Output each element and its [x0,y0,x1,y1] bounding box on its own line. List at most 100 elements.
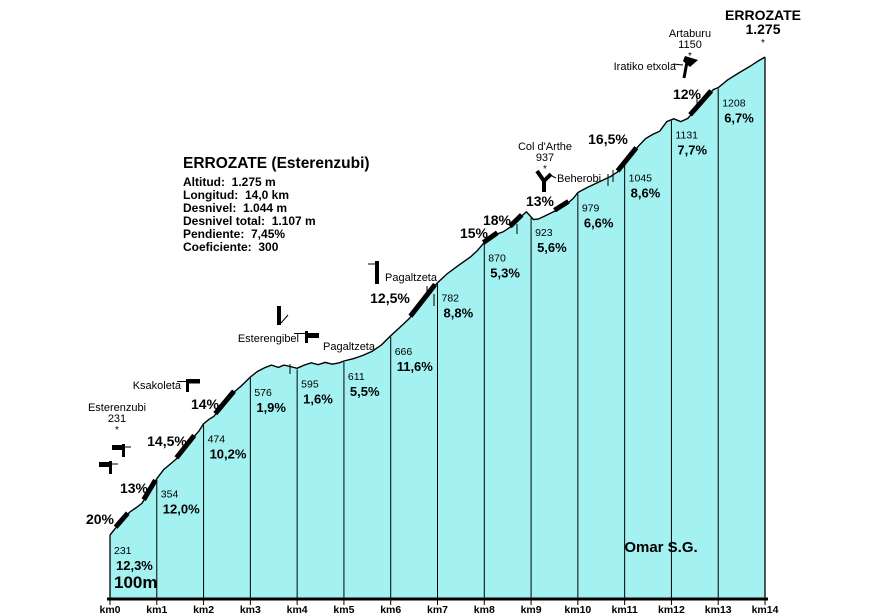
x-axis-label: km5 [333,604,354,615]
x-axis-label: km4 [287,604,308,615]
flag-left-icon [99,461,118,474]
gradient-label: 8,8% [444,306,474,321]
gradient-label: 5,5% [350,384,380,399]
summit-altitude-label: 1.275 [745,21,780,37]
landmark-label-esterenzubi: Esterenzubi [88,402,146,414]
author-signature: Omar S.G. [624,539,697,556]
landmark-label-artaburu: Artaburu [669,28,711,40]
altitude-label: 576 [254,387,272,399]
steep-mark [615,146,639,173]
landmark-label-esterenzubi: 231 [108,413,126,425]
x-axis-label: km13 [705,604,732,615]
tree-y-icon [535,169,557,192]
landmark-label-pagaltzeta-upper: Pagaltzeta [385,272,438,284]
x-axis-label: km6 [380,604,401,615]
flag-left-icon [112,444,131,457]
altitude-label: 979 [582,203,600,215]
altitude-label: 923 [535,227,553,239]
bar-tick-icon [368,261,379,284]
altitude-label: 782 [442,293,460,305]
steep-mark [508,213,524,229]
summit-marker: * [761,38,765,49]
steep-mark [481,230,499,245]
landmark-label-ksakoleta: Ksakoleta [133,380,182,392]
x-axis-label: km10 [564,604,591,615]
steep-mark [408,282,438,318]
steep-mark [688,89,714,117]
altitude-label: 474 [208,434,226,446]
flag-right-icon [177,379,200,392]
steep-gradient-label: 16,5% [588,131,628,147]
steep-mark [113,511,130,529]
x-axis-label: km8 [474,604,495,615]
steep-gradient-label: 20% [86,511,115,527]
steep-mark [213,389,236,416]
steep-gradient-label: 12% [673,86,702,102]
altitude-label: 1208 [722,98,746,110]
landmark-label-artaburu: * [688,51,692,62]
altitude-label: 354 [161,489,179,501]
steep-gradient-label: 18% [483,212,512,228]
x-axis-label: km7 [427,604,448,615]
landmark-label-col-d-arthe: 937 [536,152,554,164]
gradient-label: 10,2% [210,447,247,462]
bar-diag-icon [277,306,289,325]
steep-gradient-label: 13% [526,193,555,209]
climb-stat-0: Altitud: 1.275 m [183,175,276,189]
gradient-label: 7,7% [677,143,707,158]
gradient-label: 5,3% [490,265,520,280]
x-axis-label: km14 [752,604,779,615]
altitude-label: 595 [301,378,319,390]
gradient-label: 8,6% [631,185,661,200]
x-axis-label: km12 [658,604,685,615]
gradient-label: 12,3% [116,558,153,573]
altitude-label: 1131 [675,130,698,142]
gradient-label: 1,9% [256,400,286,415]
altitude-label: 870 [488,252,506,264]
x-axis-baseline [107,597,768,601]
steep-gradient-label: 15% [460,225,489,241]
climb-stat-4: Pendiente: 7,45% [183,227,286,241]
x-axis-label: km2 [193,604,214,615]
gradient-label: 6,6% [584,216,614,231]
landmark-label-iratiko-etxola: Iratiko etxola [614,61,677,73]
bent-flag-icon [672,56,698,79]
scale-label: 100m [114,573,157,592]
steep-mark [141,478,158,501]
landmark-label-pagaltzeta-lower: Pagaltzeta [323,341,376,353]
x-axis-label: km9 [521,604,542,615]
altitude-label: 231 [114,545,132,557]
climb-stat-5: Coeficiente: 300 [183,240,279,254]
climb-title: ERROZATE (Esterenzubi) [183,155,370,172]
steep-gradient-label: 13% [120,480,149,496]
x-axis-label: km0 [99,604,120,615]
gradient-label: 6,7% [724,111,754,126]
altitude-label: 1045 [629,172,653,184]
steep-mark [553,199,570,213]
x-axis-label: km1 [146,604,167,615]
altitude-label: 666 [395,346,413,358]
altitude-label: 611 [348,371,365,383]
landmark-label-esterenzubi: * [115,425,119,436]
steep-gradient-label: 12,5% [370,290,410,306]
gradient-label: 1,6% [303,391,333,406]
steep-gradient-label: 14% [191,396,220,412]
climb-stat-1: Longitud: 14,0 km [183,188,290,202]
landmark-label-col-d-arthe: * [543,164,547,175]
x-axis-label: km3 [240,604,261,615]
climb-stat-2: Desnivel: 1.044 m [183,201,288,215]
steep-gradient-label: 14,5% [147,433,187,449]
landmark-label-col-d-arthe: Col d'Arthe [518,141,572,153]
steep-mark [174,433,197,460]
flag-right-down-icon [294,331,319,343]
landmark-label-esterengibel: Esterengibel [238,333,299,345]
climb-stat-3: Desnivel total: 1.107 m [183,214,316,228]
gradient-label: 5,6% [537,240,567,255]
gradient-label: 11,6% [397,359,434,374]
x-axis-label: km11 [612,604,638,615]
climb-stats: Altitud: 1.275 m Longitud: 14,0 km Desnive… [183,176,370,254]
summit-name-label: ERROZATE [725,7,801,23]
